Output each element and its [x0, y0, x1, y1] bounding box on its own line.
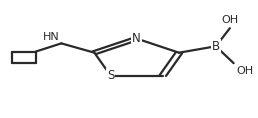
Text: N: N — [132, 32, 141, 45]
Text: OH: OH — [236, 65, 253, 76]
Text: S: S — [107, 69, 114, 82]
Text: B: B — [212, 40, 220, 53]
Text: OH: OH — [221, 15, 238, 25]
Text: HN: HN — [43, 32, 60, 42]
